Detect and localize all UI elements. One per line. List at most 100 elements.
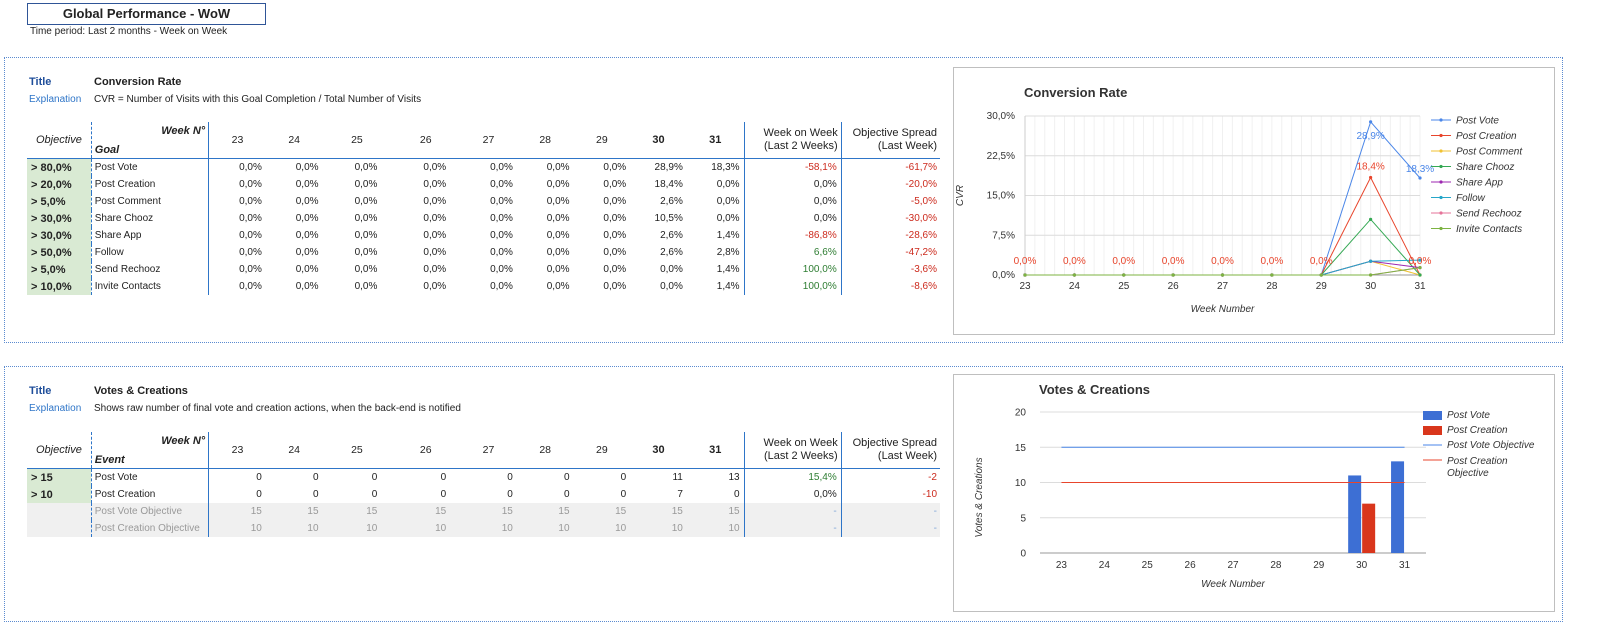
value-cell: 0,0% — [660, 264, 683, 275]
value-cell: 10 — [630, 520, 687, 537]
x-tick-label: 24 — [1069, 281, 1081, 292]
spread-cell: -20,0% — [905, 179, 937, 190]
value-cell: 0,0% — [239, 264, 262, 275]
value-cell: 0,0% — [490, 179, 513, 190]
value-cell: 15 — [265, 503, 323, 520]
value-cell: 0,0% — [546, 230, 570, 241]
table-row: > 15 Post Vote 0 0 0 0 0 0 0 11 13 15,4% -2 — [27, 468, 940, 486]
table-row: > 5,0% Send Rechooz 0,0% 0,0% 0,0% 0,0% 0,0% 0,… — [27, 261, 940, 278]
spread-cell: -5,0% — [910, 196, 937, 207]
value-cell: 0,0% — [239, 196, 262, 207]
value-cell: 0,0% — [423, 281, 447, 292]
value-cell: 0 — [563, 489, 570, 500]
value-cell: 0,0% — [603, 196, 627, 207]
spread-cell: -3,6% — [910, 264, 937, 275]
legend-label: Post Vote Objective — [1447, 440, 1535, 451]
legend-marker — [1439, 211, 1443, 215]
data-label: 18,4% — [1356, 161, 1384, 172]
objective-cell: > 20,0% — [27, 176, 92, 193]
week-header: 25 — [322, 432, 392, 469]
value-cell: 0,0% — [354, 162, 378, 173]
week-header: 25 — [322, 122, 392, 159]
legend-label: Post Vote — [1456, 116, 1499, 127]
conversion-rate-chart: Conversion Rate 0,0% 7,5% 15,0% 22,5% 30,0% 23… — [955, 85, 1523, 315]
x-axis-title: Week Number — [1201, 579, 1265, 590]
data-point — [1122, 273, 1126, 277]
value-cell: 0 — [312, 472, 319, 483]
value-cell: 0,0% — [423, 264, 447, 275]
row-name-cell: Post Comment — [91, 193, 210, 210]
week-header: 31 — [686, 122, 745, 159]
legend-label: Share Chooz — [1456, 162, 1514, 173]
value-cell: 10 — [265, 520, 323, 537]
x-tick-label: 26 — [1168, 281, 1180, 292]
value-cell: 0,0% — [354, 179, 378, 190]
y-tick-label: 15 — [1015, 443, 1027, 454]
time-period: Time period: Last 2 months - Week on Wee… — [30, 26, 228, 37]
value-cell: 0,0% — [603, 281, 627, 292]
y-tick-label: 30,0% — [987, 111, 1015, 122]
votes-creations-chart: Votes & Creations 0 5 10 15 20 23 24 25 26 27 28 29 3… — [974, 382, 1535, 590]
wow-cell: 0,0% — [743, 193, 842, 210]
value-cell: 0,0% — [239, 281, 262, 292]
legend-label: Post Creation — [1447, 425, 1508, 436]
value-cell: 15 — [391, 503, 461, 520]
value-cell: 0,0% — [716, 196, 740, 207]
value-cell: 0,0% — [423, 213, 447, 224]
row-name-cell: Post Creation Objective — [91, 520, 210, 537]
legend-swatch — [1423, 426, 1442, 435]
value-cell: 15 — [460, 503, 517, 520]
data-label: 0,0% — [1409, 256, 1432, 267]
section2-name: Votes & Creations — [94, 385, 188, 397]
spread-cell: -2 — [928, 472, 937, 483]
wow-cell: 0,0% — [743, 210, 842, 227]
legend-marker — [1439, 226, 1443, 231]
data-point — [1369, 217, 1373, 221]
objective-header: Objective — [27, 432, 92, 469]
x-tick-label: 29 — [1316, 281, 1328, 292]
value-cell: 2,6% — [660, 230, 683, 241]
x-tick-label: 24 — [1099, 560, 1111, 571]
value-cell: 10 — [460, 520, 517, 537]
data-label: 0,0% — [1211, 256, 1234, 267]
table-row: Post Vote Objective 15 15 15 15 15 15 15 15 15- - — [27, 503, 940, 520]
objective-cell: > 50,0% — [27, 244, 92, 261]
value-cell: 0,0% — [295, 281, 319, 292]
data-point — [1171, 273, 1175, 277]
wow-cell: 15,4% — [743, 468, 842, 486]
votes-creations-table: Objective Week N° Event 23 24 25 26 27 2… — [27, 432, 940, 537]
value-cell: 0,0% — [490, 162, 513, 173]
objective-cell: > 10,0% — [27, 278, 92, 295]
report-title: Global Performance - WoW — [27, 3, 266, 25]
y-tick-label: 0,0% — [992, 270, 1015, 281]
bar — [1391, 461, 1405, 553]
x-tick-label: 25 — [1118, 281, 1130, 292]
section2-title-label: Title — [29, 385, 52, 397]
data-label: 18,3% — [1406, 164, 1434, 175]
table-row: > 30,0% Share Chooz 0,0% 0,0% 0,0% 0,0% 0,0% 0,… — [27, 210, 940, 227]
value-cell: 15 — [516, 503, 574, 520]
legend-marker — [1439, 118, 1443, 122]
table-row: > 20,0% Post Creation 0,0% 0,0% 0,0% 0,0% 0,0%… — [27, 176, 940, 193]
value-cell: 0,0% — [354, 213, 378, 224]
y-tick-label: 22,5% — [987, 151, 1015, 162]
wow-cell: 6,6% — [743, 244, 842, 261]
objective-cell: > 5,0% — [27, 261, 92, 278]
legend-label: Share App — [1456, 178, 1503, 189]
value-cell: 0 — [256, 472, 262, 483]
legend-label: Post Creation — [1447, 456, 1508, 467]
value-cell: 0,0% — [423, 247, 447, 258]
section1-name: Conversion Rate — [94, 76, 182, 88]
objective-cell: > 30,0% — [27, 210, 92, 227]
data-label: 0,0% — [1063, 256, 1086, 267]
value-cell: 0,0% — [490, 247, 513, 258]
table-row: > 50,0% Follow 0,0% 0,0% 0,0% 0,0% 0,0% 0,0% 0,0… — [27, 244, 940, 261]
value-cell: 0 — [256, 489, 262, 500]
row-name-cell: Post Creation — [91, 176, 210, 193]
value-cell: 0,0% — [660, 281, 683, 292]
value-cell: 0 — [507, 489, 513, 500]
wow-cell: -86,8% — [743, 227, 842, 244]
value-cell: 0 — [563, 472, 570, 483]
value-cell: 0,0% — [546, 162, 570, 173]
wow-cell: 100,0% — [743, 261, 842, 278]
